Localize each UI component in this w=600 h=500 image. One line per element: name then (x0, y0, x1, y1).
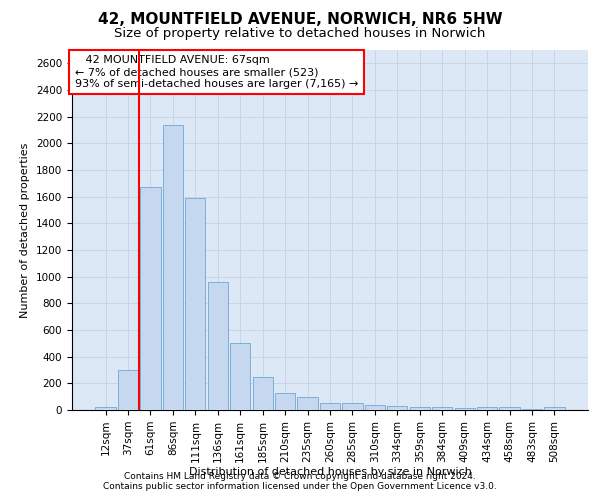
Bar (477, 408, 497, 410)
Bar (230, 342, 250, 410)
Bar (410, 406, 430, 410)
Bar (208, 282, 228, 410)
Text: Size of property relative to detached houses in Norwich: Size of property relative to detached ho… (115, 28, 485, 40)
Bar (365, 406, 385, 410)
Bar (432, 408, 452, 410)
Bar (95, 406, 116, 410)
Bar (275, 394, 295, 410)
Bar (343, 404, 362, 410)
Bar (185, 198, 205, 410)
Text: 42, MOUNTFIELD AVENUE, NORWICH, NR6 5HW: 42, MOUNTFIELD AVENUE, NORWICH, NR6 5HW (98, 12, 502, 28)
Bar (118, 370, 138, 410)
Text: Contains public sector information licensed under the Open Government Licence v3: Contains public sector information licen… (103, 482, 497, 491)
Bar (163, 124, 183, 410)
Bar (544, 408, 565, 410)
Bar (298, 396, 317, 410)
Bar (140, 188, 161, 410)
Bar (455, 408, 475, 410)
Y-axis label: Number of detached properties: Number of detached properties (20, 142, 31, 318)
Bar (253, 376, 273, 410)
Bar (499, 406, 520, 410)
X-axis label: Distribution of detached houses by size in Norwich: Distribution of detached houses by size … (188, 468, 472, 477)
Bar (387, 406, 407, 410)
Text: 42 MOUNTFIELD AVENUE: 67sqm   
← 7% of detached houses are smaller (523)
93% of : 42 MOUNTFIELD AVENUE: 67sqm ← 7% of deta… (74, 56, 358, 88)
Bar (320, 404, 340, 410)
Text: Contains HM Land Registry data © Crown copyright and database right 2024.: Contains HM Land Registry data © Crown c… (124, 472, 476, 481)
